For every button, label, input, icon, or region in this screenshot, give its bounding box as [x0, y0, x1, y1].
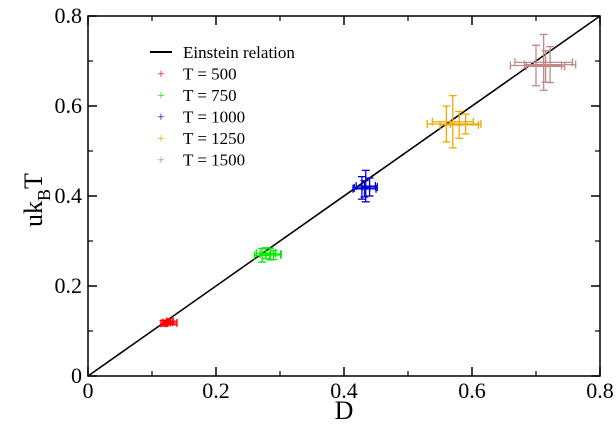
legend-label: T = 1500 [183, 151, 245, 170]
data-series: ++++ [352, 169, 378, 203]
x-axis-label: D [335, 396, 354, 425]
legend-label: T = 1250 [183, 129, 245, 148]
legend-label: T = 500 [183, 65, 237, 84]
data-series: ++++ [509, 33, 577, 91]
data-layer: ++++++++++++++++++++ [159, 33, 577, 332]
data-point-marker: + [258, 249, 266, 264]
data-point-marker: + [455, 119, 463, 134]
y-tick-label: 0.4 [55, 183, 83, 208]
data-point-marker: + [169, 317, 177, 332]
legend-label: Einstein relation [183, 43, 295, 62]
x-tick-label: 0.6 [458, 378, 486, 403]
data-point-marker: + [540, 56, 548, 71]
axis-ticks: 0 0.2 0.4 0.6 0.8 0 0.2 0.4 0.6 0.8 [55, 3, 614, 403]
legend-label: T = 750 [183, 86, 237, 105]
y-axis-label-tail: T [19, 173, 48, 189]
reference-line-layer [87, 15, 601, 377]
x-tick-label: 0.4 [330, 378, 358, 403]
y-axis-label: ukBT [19, 173, 54, 227]
legend-marker-swatch: + [157, 154, 165, 169]
data-point-marker: + [542, 60, 550, 75]
x-tick-label: 0.8 [586, 378, 614, 403]
legend: Einstein relation + T = 500 + T = 750 + T = 10… [150, 43, 295, 170]
einstein-relation-line [87, 15, 601, 377]
data-series: ++++ [159, 316, 178, 332]
legend-marker-swatch: + [157, 111, 165, 126]
data-point-marker: + [361, 183, 369, 198]
legend-label: T = 1000 [183, 108, 245, 127]
data-point-marker: + [270, 249, 278, 264]
y-tick-label: 0 [71, 363, 82, 388]
y-axis-label-main: uk [19, 201, 48, 227]
y-tick-label: 0.2 [55, 273, 83, 298]
data-point-marker: + [449, 116, 457, 131]
y-tick-label: 0.8 [55, 3, 83, 28]
x-tick-label: 0.2 [202, 378, 230, 403]
y-axis-label-subscript: B [34, 189, 54, 201]
data-series: ++++ [426, 95, 482, 149]
x-tick-label: 0 [83, 378, 94, 403]
data-series: ++++ [253, 247, 282, 264]
legend-marker-swatch: + [157, 132, 165, 147]
legend-marker-swatch: + [157, 68, 165, 83]
data-point-marker: + [462, 118, 470, 133]
y-tick-label: 0.6 [55, 93, 83, 118]
legend-marker-swatch: + [157, 89, 165, 104]
